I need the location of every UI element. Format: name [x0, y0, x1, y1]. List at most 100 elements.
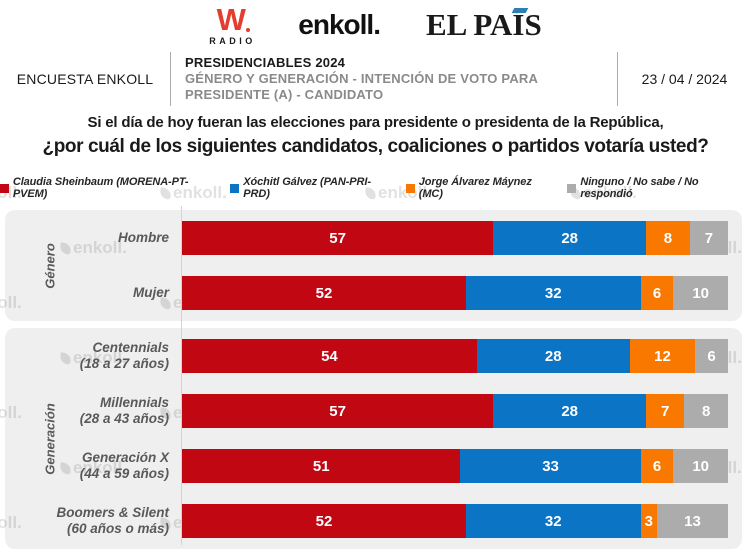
bar-value: 52 — [315, 512, 333, 530]
infobar-title: PRESIDENCIABLES 2024 — [185, 55, 346, 70]
bar-segment: 28 — [493, 394, 647, 428]
bar-stack: 51 33 6 10 — [182, 449, 728, 483]
bar-segment: 3 — [640, 504, 657, 538]
infobar-date: 23 / 04 / 2024 — [641, 71, 728, 87]
bar-value: 51 — [312, 457, 330, 475]
logo-bar: W RADIO enkoll. EL PAÍS — [0, 0, 751, 50]
row-label-main: Generación X — [81, 450, 169, 465]
row-label-sub: (44 a 59 años) — [79, 466, 169, 481]
infobar: ENCUESTA ENKOLL PRESIDENCIABLES 2024 GÉN… — [0, 50, 751, 108]
bar-value: 57 — [329, 229, 346, 247]
bar-value: 54 — [321, 347, 338, 365]
bar-segment: 28 — [476, 339, 630, 373]
infobar-subtitle-line2: PRESIDENTE (A) - CANDIDATO — [185, 87, 384, 102]
chart-row: Centennials (18 a 27 años) 54 28 12 6 — [5, 339, 742, 373]
bar-segment: 10 — [673, 449, 728, 483]
bar-stack: 57 28 8 7 — [182, 221, 728, 255]
bar-stack: 54 28 12 6 — [182, 339, 728, 373]
section-panel: Género Hombre 57 28 8 7 Mujer 52 32 6 10 — [5, 210, 742, 321]
bar-segment: 6 — [695, 339, 728, 373]
bar-segment: 32 — [465, 504, 641, 538]
bar-segment: 57 — [182, 221, 494, 255]
question-line1: Si el día de hoy fueran las elecciones p… — [87, 114, 664, 131]
bar-value: 7 — [704, 229, 714, 247]
bar-segment: 32 — [465, 276, 641, 310]
chart-row: Mujer 52 32 6 10 — [5, 276, 742, 310]
bar-segment: 6 — [640, 276, 674, 310]
row-label: Mujer — [5, 285, 182, 301]
section-panel: Generación Centennials (18 a 27 años) 54 28 1… — [5, 328, 742, 549]
infobar-middle: PRESIDENCIABLES 2024 GÉNERO Y GENERACIÓN… — [171, 50, 617, 108]
bar-segment: 33 — [460, 449, 641, 483]
logo-enkoll: enkoll. — [298, 9, 381, 40]
bar-segment: 28 — [493, 221, 647, 255]
legend-label: Xóchitl Gálvez (PAN-PRI-PRD) — [243, 176, 371, 200]
legend-swatch — [405, 183, 415, 193]
legend-item: Ninguno / No sabe / No respondió — [567, 176, 751, 200]
bar-segment: 57 — [182, 394, 494, 428]
row-label-main: Millennials — [99, 395, 169, 410]
bar-value: 10 — [692, 284, 710, 302]
bar-segment: 10 — [673, 276, 728, 310]
row-label-sub: (60 años o más) — [66, 521, 169, 536]
bar-value: 32 — [544, 512, 562, 530]
bar-segment: 8 — [684, 394, 728, 428]
legend-item: Xóchitl Gálvez (PAN-PRI-PRD) — [230, 176, 394, 200]
row-label: Boomers & Silent (60 años o más) — [5, 505, 182, 537]
bar-value: 8 — [663, 229, 673, 247]
infobar-subtitle-line1: GÉNERO Y GENERACIÓN - INTENCIÓN DE VOTO … — [185, 71, 539, 86]
chart-row: Hombre 57 28 8 7 — [5, 221, 742, 255]
row-label: Millennials (28 a 43 años) — [5, 395, 182, 427]
logo-elpais: EL PAÍS — [426, 7, 542, 43]
legend-item: Claudia Sheinbaum (MORENA-PT-PVEM) — [0, 176, 219, 200]
bar-value: 6 — [707, 347, 716, 365]
bar-value: 7 — [661, 402, 670, 420]
chart-row: Millennials (28 a 43 años) 57 28 7 8 — [5, 394, 742, 428]
infobar-left-label: ENCUESTA ENKOLL — [16, 71, 154, 87]
row-label-main: Boomers & Silent — [56, 505, 169, 520]
bar-value: 12 — [654, 347, 671, 365]
axis-baseline — [181, 206, 182, 545]
question-title: Si el día de hoy fueran las elecciones p… — [0, 112, 751, 159]
row-label: Generación X (44 a 59 años) — [5, 450, 182, 482]
bar-segment: 7 — [689, 221, 728, 255]
legend-label: Jorge Álvarez Máynez (MC) — [418, 176, 532, 200]
row-label-main: Hombre — [117, 230, 169, 245]
bar-stack: 57 28 7 8 — [182, 394, 728, 428]
bar-value: 13 — [684, 512, 701, 530]
legend-swatch — [0, 183, 9, 193]
bar-segment: 52 — [182, 504, 466, 538]
row-label-main: Mujer — [132, 285, 169, 300]
bar-segment: 51 — [182, 449, 461, 483]
legend-swatch — [230, 183, 240, 193]
row-label: Hombre — [5, 230, 182, 246]
bar-value: 28 — [561, 229, 578, 247]
bar-segment: 8 — [646, 221, 690, 255]
elpais-blue-accent — [511, 8, 529, 13]
bar-stack: 52 32 6 10 — [182, 276, 728, 310]
bar-value: 28 — [544, 347, 562, 365]
legend-label: Claudia Sheinbaum (MORENA-PT-PVEM) — [12, 176, 189, 200]
bar-value: 8 — [701, 402, 711, 420]
bar-value: 3 — [644, 512, 653, 530]
infobar-divider-left — [170, 52, 171, 106]
bar-value: 52 — [315, 284, 333, 302]
bar-stack: 52 32 3 13 — [182, 504, 728, 538]
bar-value: 57 — [329, 402, 346, 420]
legend-swatch — [567, 183, 577, 193]
legend-label: Ninguno / No sabe / No respondió — [580, 176, 699, 200]
bar-segment: 52 — [182, 276, 466, 310]
row-label: Centennials (18 a 27 años) — [5, 340, 182, 372]
chart-legend: Claudia Sheinbaum (MORENA-PT-PVEM) Xóchit… — [0, 176, 751, 200]
chart-row: Generación X (44 a 59 años) 51 33 6 10 — [5, 449, 742, 483]
bar-segment: 13 — [657, 504, 728, 538]
bar-value: 6 — [652, 457, 662, 475]
wradio-w-text: W — [216, 2, 251, 37]
bar-value: 28 — [561, 402, 578, 420]
row-label-sub: (18 a 27 años) — [79, 356, 169, 371]
bar-segment: 12 — [629, 339, 696, 373]
chart-row: Boomers & Silent (60 años o más) 52 32 3 13 — [5, 504, 742, 538]
infobar-divider-right — [617, 52, 618, 106]
legend-item: Jorge Álvarez Máynez (MC) — [405, 176, 557, 200]
wradio-radio-text: RADIO — [209, 36, 256, 46]
